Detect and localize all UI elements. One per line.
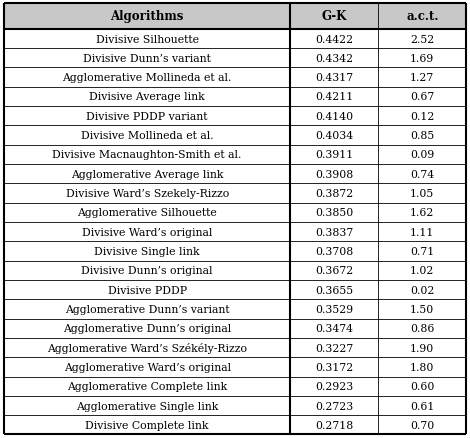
Text: a.c.t.: a.c.t. (406, 10, 439, 23)
Text: Divisive Mollineda et al.: Divisive Mollineda et al. (81, 131, 213, 141)
Bar (4, 357, 466, 377)
Bar (4, 4, 466, 30)
Text: 1.11: 1.11 (410, 227, 434, 237)
Text: 0.3672: 0.3672 (315, 266, 353, 276)
Text: Divisive Average link: Divisive Average link (89, 92, 205, 102)
Text: Divisive PDDP: Divisive PDDP (108, 285, 187, 295)
Text: 0.3872: 0.3872 (315, 189, 353, 198)
Bar (4, 261, 466, 280)
Bar (4, 49, 466, 68)
Text: 0.3850: 0.3850 (315, 208, 353, 218)
Text: 0.85: 0.85 (410, 131, 434, 141)
Text: 0.3529: 0.3529 (315, 304, 353, 314)
Text: 0.3172: 0.3172 (315, 362, 353, 372)
Text: 1.62: 1.62 (410, 208, 434, 218)
Text: Divisive Ward’s original: Divisive Ward’s original (82, 227, 212, 237)
Bar (4, 68, 466, 88)
Text: 0.12: 0.12 (410, 112, 434, 121)
Text: 0.09: 0.09 (410, 150, 434, 160)
Text: 0.4422: 0.4422 (315, 35, 353, 44)
Text: 0.71: 0.71 (410, 247, 434, 256)
Bar (4, 242, 466, 261)
Bar (4, 223, 466, 242)
Text: Agglomerative Ward’s original: Agglomerative Ward’s original (63, 362, 231, 372)
Text: 0.4034: 0.4034 (315, 131, 353, 141)
Text: 0.61: 0.61 (410, 401, 434, 410)
Bar (4, 184, 466, 203)
Text: 1.90: 1.90 (410, 343, 434, 353)
Text: 0.3837: 0.3837 (315, 227, 353, 237)
Text: 0.3708: 0.3708 (315, 247, 353, 256)
Text: 0.3908: 0.3908 (315, 170, 353, 179)
Bar (4, 338, 466, 357)
Bar (4, 377, 466, 396)
Text: Divisive Silhouette: Divisive Silhouette (95, 35, 199, 44)
Bar (4, 415, 466, 434)
Text: 1.50: 1.50 (410, 304, 434, 314)
Text: Divisive Macnaughton-Smith et al.: Divisive Macnaughton-Smith et al. (53, 150, 242, 160)
Text: 0.67: 0.67 (410, 92, 434, 102)
Text: 0.2923: 0.2923 (315, 381, 353, 391)
Bar (4, 300, 466, 319)
Text: 0.02: 0.02 (410, 285, 434, 295)
Text: 0.74: 0.74 (410, 170, 434, 179)
Text: 0.2718: 0.2718 (315, 420, 353, 430)
Text: Agglomerative Dunn’s variant: Agglomerative Dunn’s variant (65, 304, 229, 314)
Bar (4, 280, 466, 300)
Text: 1.05: 1.05 (410, 189, 434, 198)
Text: 0.2723: 0.2723 (315, 401, 353, 410)
Text: 1.69: 1.69 (410, 54, 434, 64)
Bar (4, 165, 466, 184)
Text: Divisive Dunn’s original: Divisive Dunn’s original (81, 266, 213, 276)
Text: Agglomerative Silhouette: Agglomerative Silhouette (77, 208, 217, 218)
Text: Divisive Complete link: Divisive Complete link (86, 420, 209, 430)
Bar (4, 319, 466, 338)
Text: Algorithms: Algorithms (110, 10, 184, 23)
Text: Divisive PDDP variant: Divisive PDDP variant (86, 112, 208, 121)
Text: 2.52: 2.52 (410, 35, 434, 44)
Bar (4, 396, 466, 415)
Bar (4, 30, 466, 49)
Text: G-K: G-K (322, 10, 347, 23)
Text: 0.3474: 0.3474 (315, 324, 353, 333)
Text: 0.4140: 0.4140 (315, 112, 353, 121)
Text: 0.3655: 0.3655 (315, 285, 353, 295)
Bar (4, 145, 466, 165)
Text: Agglomerative Average link: Agglomerative Average link (71, 170, 223, 179)
Bar (4, 126, 466, 145)
Bar (4, 88, 466, 107)
Text: 0.4317: 0.4317 (315, 73, 353, 83)
Text: 0.4342: 0.4342 (315, 54, 353, 64)
Text: 0.60: 0.60 (410, 381, 434, 391)
Text: Divisive Dunn’s variant: Divisive Dunn’s variant (83, 54, 211, 64)
Text: 1.27: 1.27 (410, 73, 434, 83)
Text: Agglomerative Ward’s Székély-Rizzo: Agglomerative Ward’s Székély-Rizzo (47, 342, 247, 353)
Bar (4, 203, 466, 223)
Text: 0.4211: 0.4211 (315, 92, 353, 102)
Text: 0.3911: 0.3911 (315, 150, 353, 160)
Text: 0.86: 0.86 (410, 324, 434, 333)
Text: 1.02: 1.02 (410, 266, 434, 276)
Bar (4, 107, 466, 126)
Text: Divisive Ward’s Szekely-Rizzo: Divisive Ward’s Szekely-Rizzo (65, 189, 229, 198)
Text: Agglomerative Single link: Agglomerative Single link (76, 401, 219, 410)
Text: Agglomerative Complete link: Agglomerative Complete link (67, 381, 227, 391)
Text: Agglomerative Dunn’s original: Agglomerative Dunn’s original (63, 324, 231, 333)
Text: 0.70: 0.70 (410, 420, 434, 430)
Text: Divisive Single link: Divisive Single link (94, 247, 200, 256)
Text: Agglomerative Mollineda et al.: Agglomerative Mollineda et al. (63, 73, 232, 83)
Text: 1.80: 1.80 (410, 362, 434, 372)
Text: 0.3227: 0.3227 (315, 343, 353, 353)
